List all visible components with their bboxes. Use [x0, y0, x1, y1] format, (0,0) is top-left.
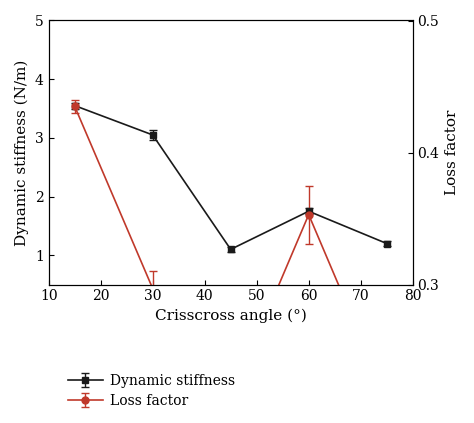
- Y-axis label: Dynamic stiffness (N/m): Dynamic stiffness (N/m): [15, 59, 29, 246]
- X-axis label: Crisscross angle (°): Crisscross angle (°): [155, 309, 307, 324]
- Y-axis label: Loss factor: Loss factor: [445, 110, 459, 195]
- Legend: Dynamic stiffness, Loss factor: Dynamic stiffness, Loss factor: [64, 370, 239, 412]
